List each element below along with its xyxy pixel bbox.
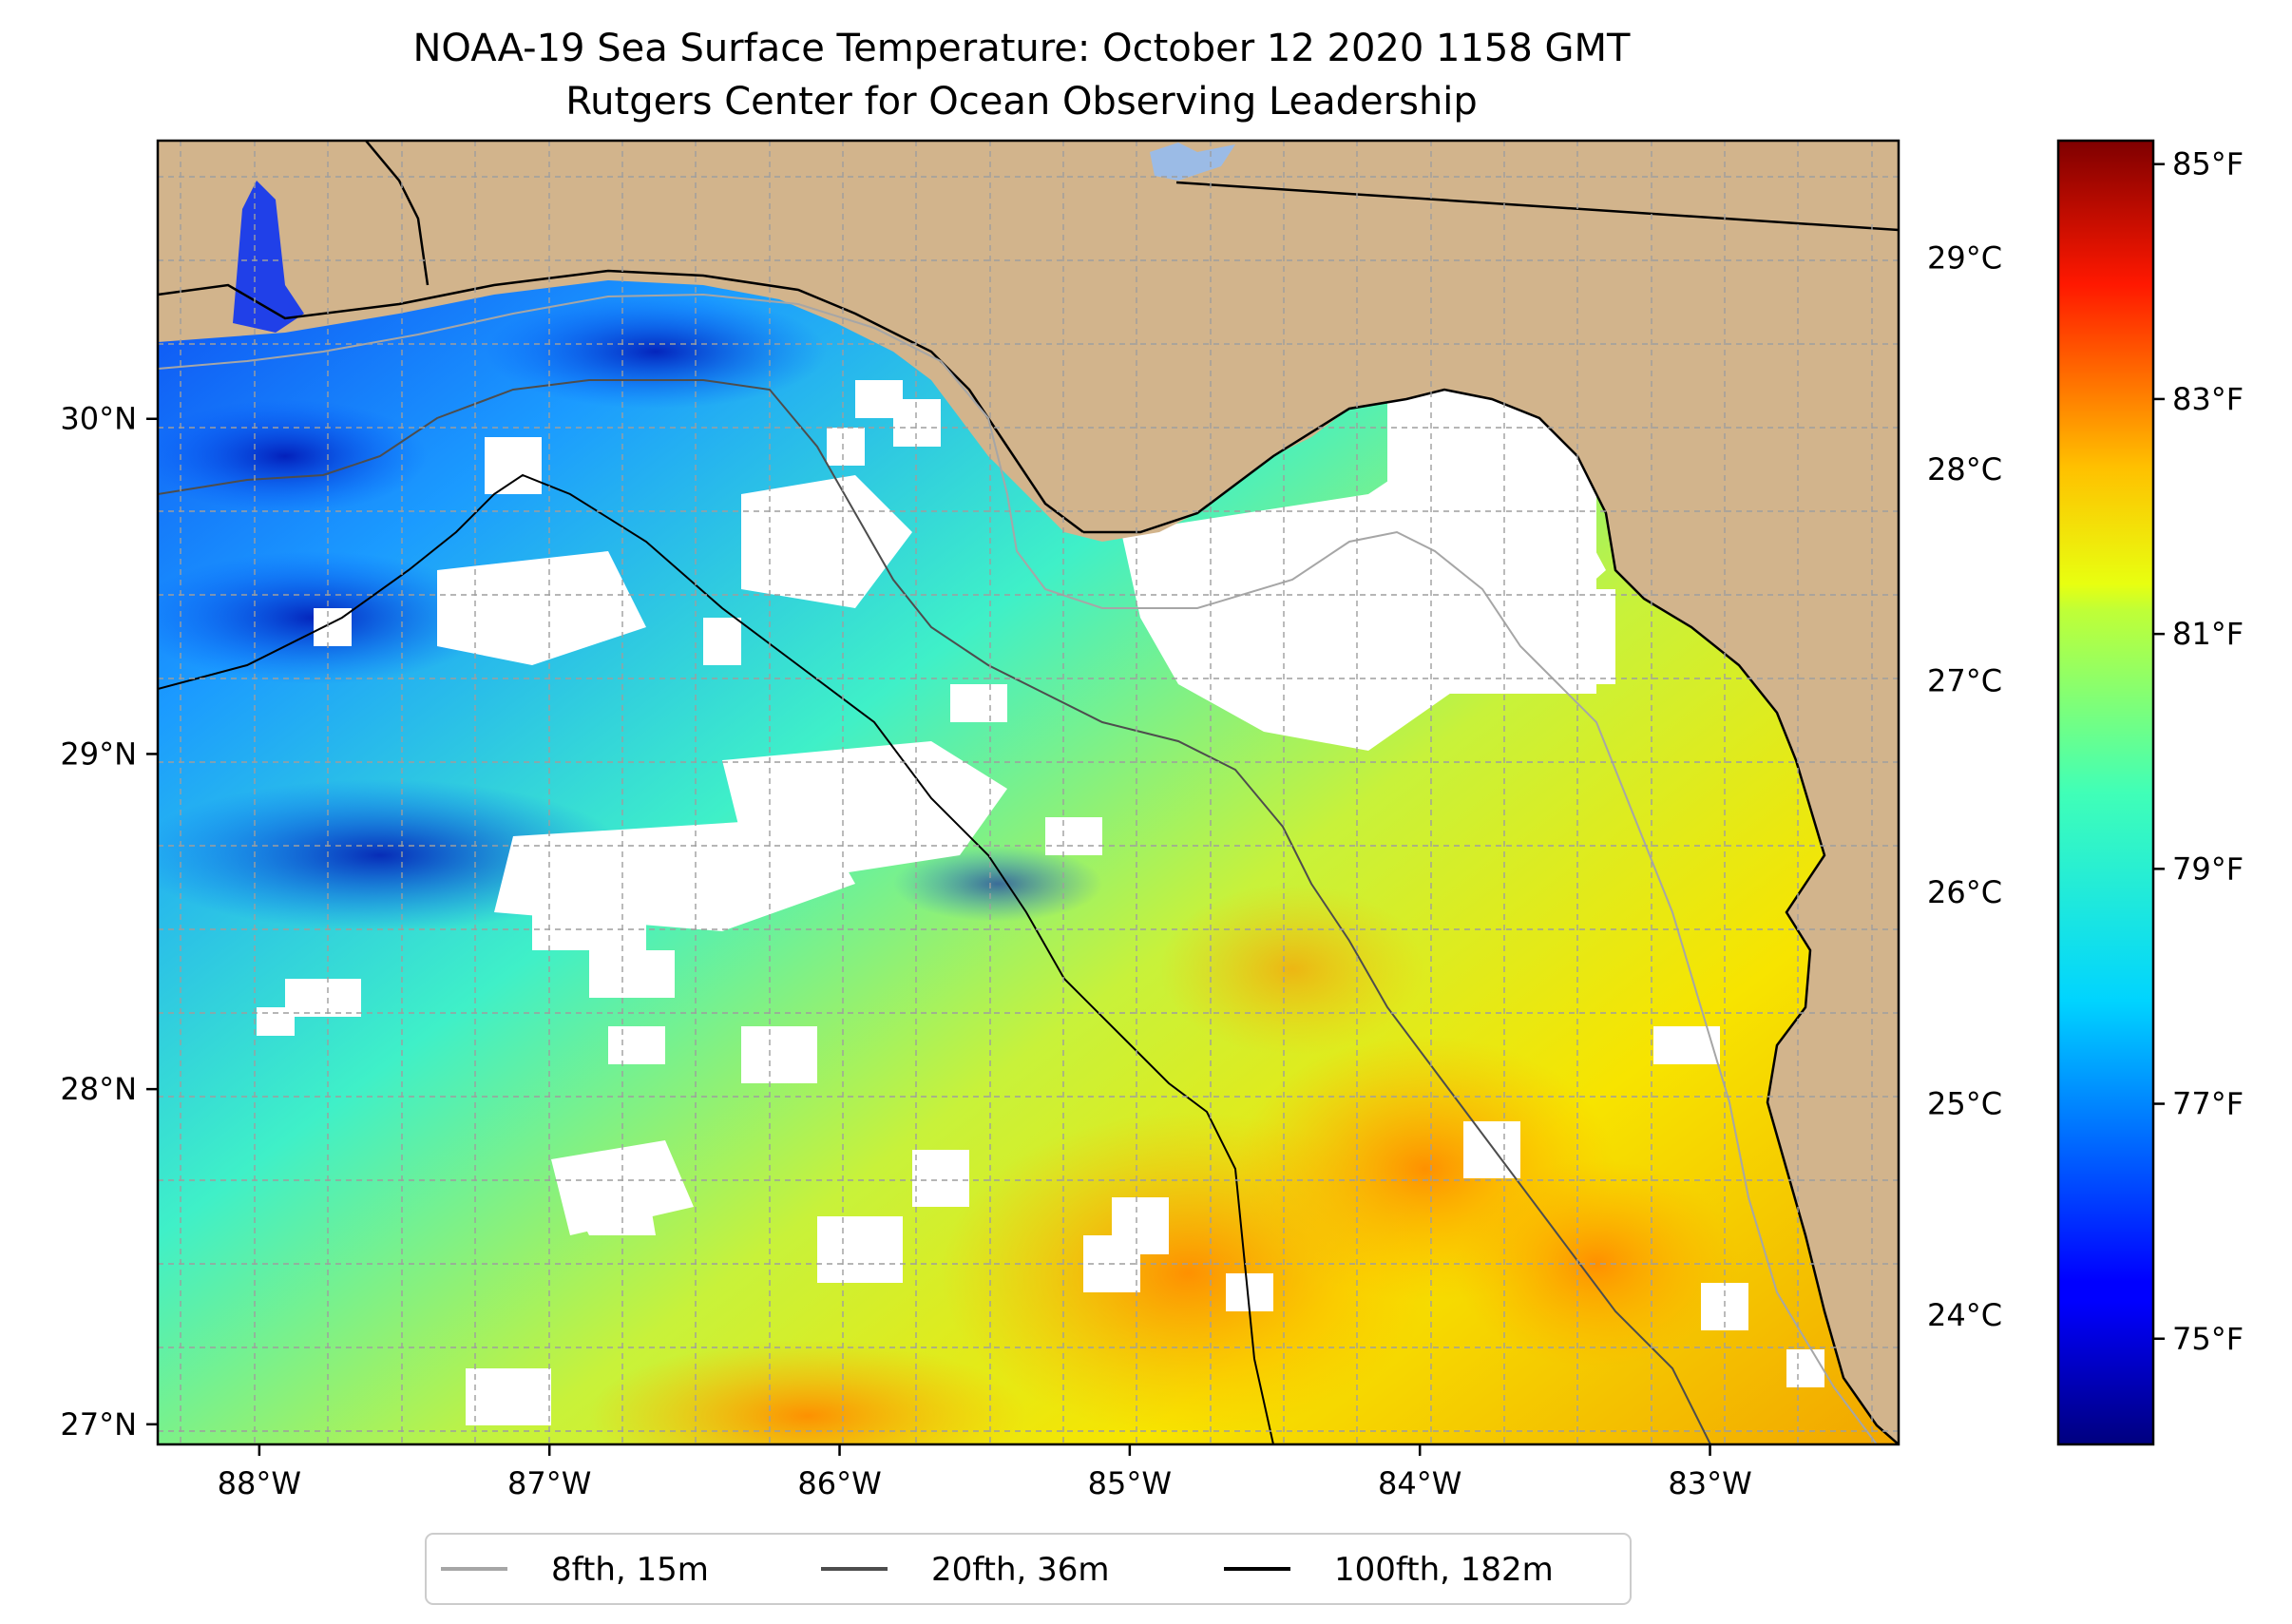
- colorbar-f-tick-label: 79°F: [2172, 850, 2244, 887]
- lon-tick-label: 88°W: [218, 1465, 301, 1501]
- lat-tick-label: 30°N: [60, 401, 137, 437]
- lon-tick-label: 83°W: [1668, 1465, 1751, 1501]
- lat-tick-label: 28°N: [60, 1071, 137, 1107]
- lat-axis: 27°N 28°N 29°N 30°N: [60, 401, 158, 1442]
- state-boundary: [365, 141, 430, 286]
- legend-box: [425, 1533, 1632, 1605]
- colorbar-c-tick-label: 26°C: [1927, 874, 2002, 910]
- colorbar-f-tick-label: 85°F: [2172, 146, 2244, 182]
- map-title: NOAA-19 Sea Surface Temperature: October…: [413, 27, 1632, 70]
- colorbar-c-tick-label: 24°C: [1927, 1297, 2002, 1333]
- legend-label-8fth: 8fth, 15m: [551, 1551, 709, 1589]
- legend-label-20fth: 20fth, 36m: [931, 1551, 1110, 1589]
- lon-tick-label: 85°W: [1088, 1465, 1172, 1501]
- lat-tick-label: 29°N: [60, 736, 137, 772]
- colorbar-c-tick-label: 29°C: [1927, 240, 2002, 277]
- colorbar: [2056, 139, 2155, 1446]
- warm-water-patch: [589, 1340, 1026, 1444]
- isobath-8fth: [158, 293, 1878, 1444]
- state-boundary: [1175, 181, 1899, 232]
- map-subtitle: Rutgers Center for Ocean Observing Leade…: [565, 80, 1478, 124]
- colorbar-c-tick-label: 27°C: [1927, 663, 2002, 699]
- cool-water-patch: [893, 846, 1102, 922]
- map-panel[interactable]: [133, 141, 1899, 1492]
- bay-water: [233, 181, 304, 333]
- colorbar-f-tick-label: 77°F: [2172, 1086, 2244, 1122]
- colorbar-fahrenheit-axis: 75°F 77°F 79°F 81°F 83°F 85°F: [2153, 146, 2244, 1357]
- legend-label-100fth: 100fth, 182m: [1334, 1551, 1554, 1589]
- warm-water-patch: [1454, 1159, 1739, 1368]
- lake: [1150, 143, 1235, 181]
- lon-tick-label: 84°W: [1378, 1465, 1461, 1501]
- isobath-legend: 8fth, 15m 20fth, 36m 100fth, 182m: [425, 1533, 1632, 1605]
- colorbar-f-tick-label: 81°F: [2172, 616, 2244, 652]
- lat-tick-label: 27°N: [60, 1406, 137, 1442]
- map-gridlines: [158, 141, 1899, 1444]
- warm-water-patch: [1159, 884, 1425, 1055]
- colorbar-f-tick-label: 75°F: [2172, 1321, 2244, 1357]
- colorbar-celsius-axis: 24°C 25°C 26°C 27°C 28°C 29°C: [1927, 240, 2002, 1333]
- map-frame: [156, 139, 1900, 1446]
- cool-water-patch: [158, 399, 428, 513]
- lon-tick-label: 87°W: [507, 1465, 591, 1501]
- colorbar-c-tick-label: 28°C: [1927, 451, 2002, 487]
- isobath-100fth: [158, 473, 1274, 1444]
- lon-axis: 88°W 87°W 86°W 85°W 84°W 83°W: [218, 1444, 1752, 1501]
- cool-water-patch: [485, 295, 827, 409]
- colorbar-f-tick-label: 83°F: [2172, 381, 2244, 417]
- colorbar-c-tick-label: 25°C: [1927, 1086, 2002, 1122]
- coastline: [158, 269, 1084, 533]
- lon-tick-label: 86°W: [797, 1465, 881, 1501]
